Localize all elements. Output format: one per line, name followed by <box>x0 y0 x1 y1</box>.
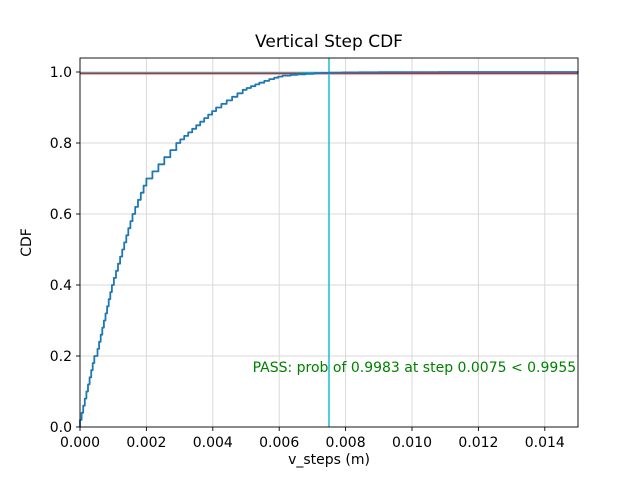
axes-border <box>79 57 579 428</box>
y-tick-label: 0.8 <box>50 136 72 152</box>
annotation-layer: PASS: prob of 0.9983 at step 0.0075 < 0.… <box>253 360 577 376</box>
y-tick-label: 1.0 <box>50 65 72 81</box>
x-tick-label: 0.006 <box>259 435 299 451</box>
chart-title: Vertical Step CDF <box>255 32 403 52</box>
y-tick-label: 0.2 <box>50 349 72 365</box>
x-tick-label: 0.010 <box>392 435 432 451</box>
x-axis-label: v_steps (m) <box>288 452 370 468</box>
x-tick-label: 0.004 <box>193 435 233 451</box>
x-tick-label: 0.008 <box>326 435 366 451</box>
y-tick-label: 0.4 <box>50 278 72 294</box>
x-tick-label: 0.012 <box>458 435 498 451</box>
y-tick-label: 0.6 <box>50 207 72 223</box>
y-tick-label: 0.0 <box>50 420 72 436</box>
x-tick-label: 0.014 <box>525 435 565 451</box>
vertical-step-cdf-curve <box>79 71 579 428</box>
x-tick-label: 0.002 <box>126 435 166 451</box>
pass-annotation: PASS: prob of 0.9983 at step 0.0075 < 0.… <box>253 360 577 376</box>
tick-layer: 0.000 0.002 0.004 0.006 0.008 0.010 0.012 0.014… <box>50 65 565 451</box>
y-axis-label: CDF <box>19 228 35 257</box>
series-layer <box>79 58 579 428</box>
x-tick-label: 0.000 <box>60 435 100 451</box>
